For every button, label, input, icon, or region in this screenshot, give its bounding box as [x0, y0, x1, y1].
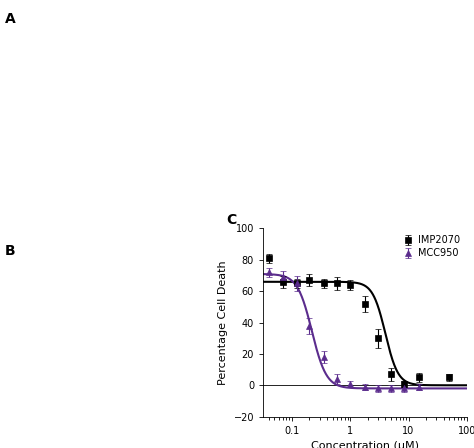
Y-axis label: Percentage Cell Death: Percentage Cell Death: [218, 260, 228, 385]
Text: B: B: [5, 244, 16, 258]
X-axis label: Concentration (μM): Concentration (μM): [311, 441, 419, 448]
Text: A: A: [5, 12, 16, 26]
Text: C: C: [227, 213, 237, 228]
Legend: IMP2070, MCC950: IMP2070, MCC950: [401, 233, 462, 260]
